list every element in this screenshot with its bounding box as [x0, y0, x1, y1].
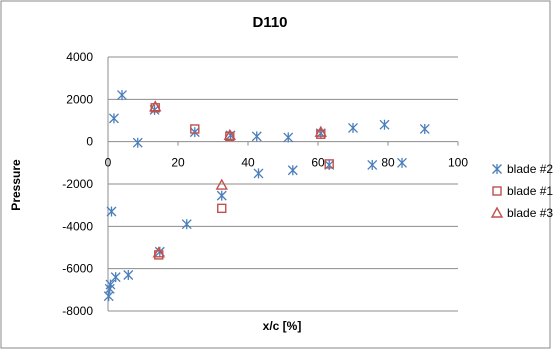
x-tick-label: 40 [241, 156, 255, 170]
data-point [106, 206, 117, 217]
data-point [216, 190, 227, 201]
data-point [314, 125, 327, 137]
data-point [217, 203, 227, 214]
y-tick-label: -2000 [62, 177, 93, 191]
y-axis-label: Pressure [9, 159, 23, 211]
legend-label: blade #3 [507, 206, 553, 220]
data-point [132, 137, 143, 148]
y-tick-label: 2000 [66, 92, 93, 106]
data-point [223, 128, 236, 141]
y-tick-label: 4000 [66, 50, 93, 64]
data-point [152, 246, 165, 258]
legend-label: blade #1 [507, 184, 553, 198]
chart-border [0, 0, 551, 349]
data-point [189, 127, 200, 138]
data-point [105, 279, 116, 290]
data-point [108, 113, 119, 124]
data-point [123, 270, 134, 281]
data-point [149, 100, 162, 112]
data-point [251, 131, 262, 142]
y-tick-label: -6000 [62, 262, 93, 276]
x-tick-label: 20 [171, 156, 185, 170]
x-tick-label: 80 [381, 156, 395, 170]
legend-marker [490, 206, 504, 218]
y-tick-label: -4000 [62, 219, 93, 233]
y-tick-label: -8000 [62, 304, 93, 318]
data-point [181, 219, 192, 230]
data-point [379, 119, 390, 130]
legend-marker [492, 164, 502, 174]
data-point [287, 165, 298, 176]
data-point [419, 123, 430, 134]
x-tick-label: 0 [105, 156, 112, 170]
chart-title: D110 [252, 14, 287, 31]
data-point [215, 178, 228, 190]
x-tick-label: 60 [311, 156, 325, 170]
y-tick-label: 0 [86, 135, 93, 149]
data-point [348, 122, 358, 133]
data-point [117, 90, 127, 101]
data-point [367, 159, 378, 170]
data-point [324, 159, 334, 169]
data-point [110, 272, 121, 283]
data-point [397, 157, 407, 168]
data-point [190, 124, 200, 134]
data-point [253, 168, 264, 179]
legend-label: blade #2 [507, 162, 553, 176]
data-points [103, 90, 430, 302]
x-axis-label: x/c [%] [263, 319, 302, 333]
x-tick-label: 100 [448, 156, 468, 170]
legend: blade #2 blade #1 blade #3 [490, 162, 553, 220]
tick-labels: 4000 2000 0 -2000 -4000 -6000 -8000 0 20 40 60 80 10… [62, 50, 468, 318]
legend-marker [492, 186, 502, 196]
grid-lines [107, 56, 459, 312]
data-point [283, 132, 294, 143]
